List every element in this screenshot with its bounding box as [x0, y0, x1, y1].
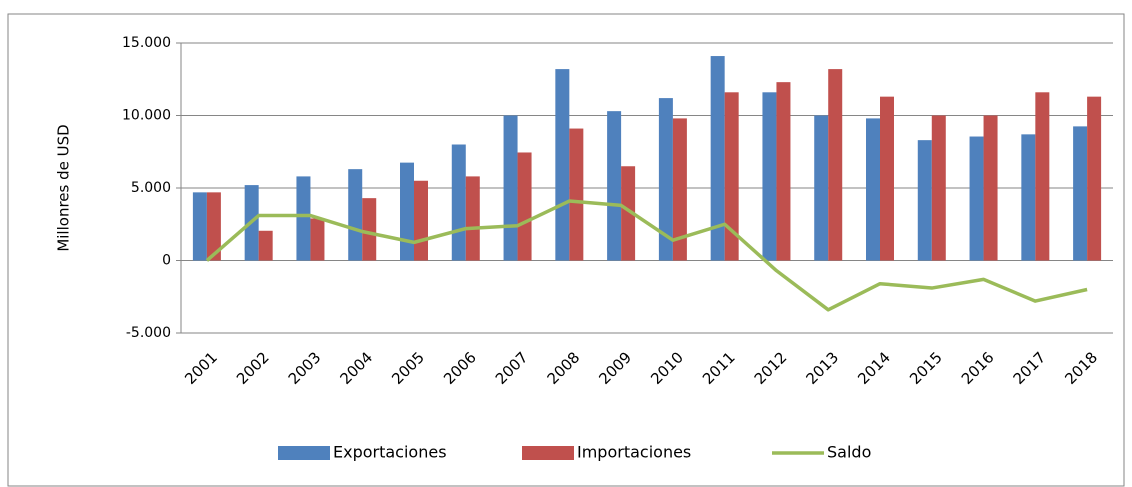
bar [866, 118, 880, 261]
bar [555, 69, 570, 261]
bar [414, 180, 428, 261]
bar [724, 92, 739, 261]
legend-label: Exportaciones [333, 443, 447, 462]
y-tick-label: 15.000 [122, 35, 171, 51]
legend-label: Saldo [827, 443, 871, 462]
bar [931, 115, 946, 261]
bar [658, 98, 673, 261]
bar [814, 115, 829, 261]
bar [776, 82, 791, 261]
legend-label: Importaciones [577, 443, 691, 462]
bar [348, 169, 363, 261]
bar [503, 115, 518, 261]
bar [1035, 92, 1050, 261]
bar [828, 69, 843, 261]
bar [206, 192, 221, 261]
bar [1021, 134, 1036, 261]
line [205, 199, 1088, 312]
legend-swatch [522, 446, 574, 460]
bar [710, 56, 725, 261]
bar [517, 152, 532, 261]
y-tick-label: 5.000 [131, 180, 171, 196]
bar [400, 162, 414, 261]
y-tick-label: 10.000 [122, 108, 171, 124]
bar [192, 192, 207, 261]
bar [1073, 126, 1088, 261]
bar [310, 218, 325, 261]
bar [465, 176, 480, 261]
bar [258, 230, 273, 261]
bar [762, 92, 777, 261]
y-tick-label: 0 [162, 253, 171, 269]
bar [296, 176, 311, 261]
bar [569, 128, 584, 261]
bar [672, 118, 687, 261]
bar [880, 96, 894, 261]
bar [607, 111, 622, 261]
bar [362, 198, 377, 261]
bar [451, 144, 466, 261]
y-axis-label: Millonres de USD [55, 124, 73, 251]
legend-swatch [278, 446, 330, 460]
bar [969, 136, 984, 261]
bar [917, 140, 932, 261]
y-tick-label: -5.000 [126, 325, 171, 341]
bar [621, 166, 636, 261]
bar [983, 115, 998, 261]
bar [1087, 96, 1102, 261]
